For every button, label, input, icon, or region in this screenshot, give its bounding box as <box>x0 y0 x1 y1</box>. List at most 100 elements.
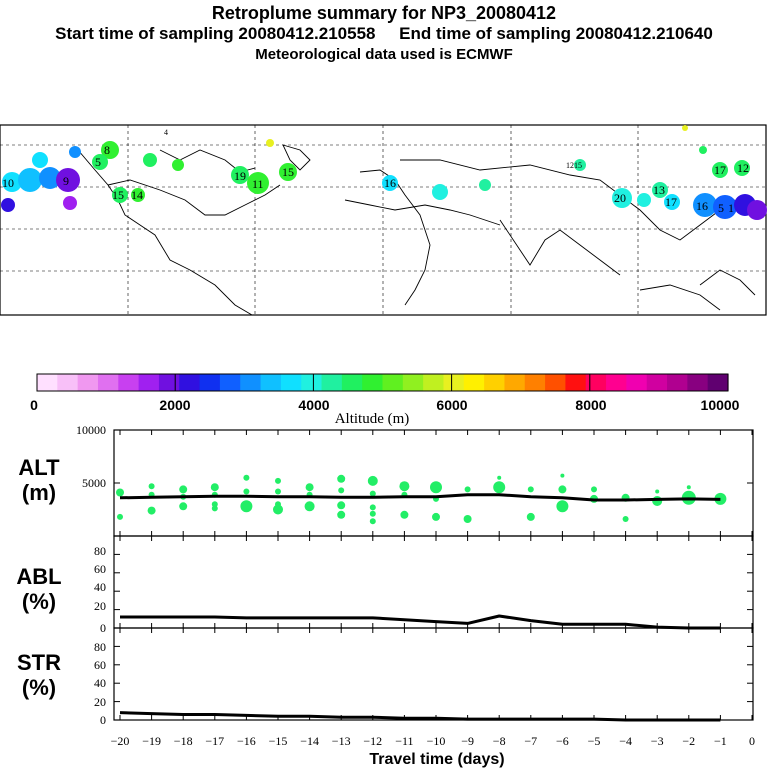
altitude-point <box>369 518 376 525</box>
panel-frames <box>113 429 754 721</box>
altitude-point <box>211 505 218 512</box>
x-tick-label: −7 <box>524 734 537 748</box>
alt-ytick: 5000 <box>82 476 106 490</box>
plume-marker <box>18 168 42 192</box>
colorbar-tick-label: 4000 <box>298 397 329 413</box>
x-tick-label: −6 <box>556 734 569 748</box>
altitude-point <box>369 510 376 517</box>
colorbar-swatch <box>321 374 343 391</box>
altitude-mean-line <box>119 493 721 502</box>
str-panel-frame <box>113 627 754 721</box>
y-tick-labels: 10000 5000 80 60 40 20 0 80 60 40 20 0 <box>76 423 106 727</box>
altitude-point <box>655 489 660 494</box>
altitude-point <box>147 506 156 515</box>
plume-marker <box>266 139 274 147</box>
x-tick-label: −14 <box>300 734 319 748</box>
sampling-times: Start time of sampling 20080412.210558 E… <box>55 24 713 43</box>
plume-marker <box>56 168 80 192</box>
str-ytick: 40 <box>94 676 106 690</box>
colorbar-swatch <box>545 374 567 391</box>
colorbar-swatch <box>199 374 221 391</box>
alt-label: ALT <box>18 455 60 480</box>
altitude-point <box>367 475 378 486</box>
altitude-point <box>275 477 281 484</box>
map-label: 1215 <box>566 161 582 170</box>
altitude-point <box>369 490 376 497</box>
colorbar-tick-label: 10000 <box>701 397 740 413</box>
plume-marker <box>712 162 728 178</box>
abl-ytick: 60 <box>94 562 106 576</box>
plume-marker <box>92 154 108 170</box>
altitude-colorbar: 0 2000 4000 6000 8000 10000 Altitude (m) <box>30 373 740 427</box>
map-marker-labels: 8 5 19 11 15 15 14 10 9 16 20 13 17 16 5… <box>2 128 749 215</box>
colorbar-swatch <box>158 374 180 391</box>
x-tick-label: −4 <box>619 734 632 748</box>
altitude-point <box>243 488 250 495</box>
colorbar-swatch <box>463 374 485 391</box>
map-label: 20 <box>614 191 626 205</box>
map-label: 15 <box>282 165 294 179</box>
x-axis-label: Travel time (days) <box>369 751 504 768</box>
plume-markers <box>1 125 767 220</box>
colorbar-swatch <box>280 374 302 391</box>
x-tick-label: −20 <box>111 734 130 748</box>
x-tick-label: −2 <box>682 734 695 748</box>
altitude-point <box>686 485 691 490</box>
altitude-point <box>148 483 155 490</box>
plume-marker <box>574 159 586 171</box>
plume-marker <box>734 160 750 176</box>
panel-labels: ALT (m) ABL (%) STR (%) <box>16 455 61 700</box>
colorbar-swatch <box>524 374 546 391</box>
plume-marker <box>479 179 491 191</box>
alt-unit: (m) <box>22 480 56 505</box>
plume-marker <box>682 125 688 131</box>
abl-line <box>120 614 721 630</box>
map-label: 19 <box>234 169 246 183</box>
altitude-point <box>432 512 440 521</box>
colorbar-swatch <box>362 374 384 391</box>
altitude-point <box>304 501 315 512</box>
altitude-point <box>337 501 346 510</box>
altitude-point <box>210 483 219 492</box>
colorbar-swatch <box>504 374 526 391</box>
colorbar-swatch <box>118 374 140 391</box>
axis-ticks <box>114 429 753 721</box>
altitude-point <box>305 483 314 492</box>
abl-unit: (%) <box>22 589 56 614</box>
plume-marker <box>247 172 269 194</box>
altitude-point <box>369 504 376 511</box>
x-tick-label: −8 <box>493 734 506 748</box>
alt-ytick: 10000 <box>76 423 106 437</box>
x-tick-label: −19 <box>142 734 161 748</box>
map-panel: 8 5 19 11 15 15 14 10 9 16 20 13 17 16 5… <box>0 124 767 316</box>
met-data-source: Meteorological data used is ECMWF <box>255 46 513 63</box>
colorbar-swatch <box>341 374 363 391</box>
plume-marker <box>143 153 157 167</box>
colorbar-tick-label: 0 <box>30 397 38 413</box>
str-ytick: 20 <box>94 695 106 709</box>
altitude-point <box>273 504 283 515</box>
altitude-point <box>652 496 663 506</box>
chart-title: Retroplume summary for NP3_20080412 <box>211 3 557 23</box>
map-label: 5 <box>95 155 101 169</box>
colorbar-swatch <box>687 374 709 391</box>
colorbar-tick-label: 6000 <box>436 397 467 413</box>
plume-marker <box>231 166 249 184</box>
plume-marker <box>432 184 448 200</box>
str-unit: (%) <box>22 675 56 700</box>
altitude-point <box>497 475 502 480</box>
colorbar-tick-label: 8000 <box>575 397 606 413</box>
altitude-point <box>464 486 471 493</box>
map-label: 14 <box>131 188 143 202</box>
abl-label: ABL <box>16 564 61 589</box>
colorbar-swatch <box>402 374 424 391</box>
colorbar-swatch <box>484 374 506 391</box>
abl-ytick: 20 <box>94 599 106 613</box>
plume-marker <box>693 193 717 217</box>
colorbar-swatch <box>37 374 58 391</box>
chart-marks <box>116 473 727 722</box>
altitude-point <box>179 485 188 494</box>
colorbar-swatch <box>77 374 99 391</box>
x-tick-label: −17 <box>205 734 224 748</box>
